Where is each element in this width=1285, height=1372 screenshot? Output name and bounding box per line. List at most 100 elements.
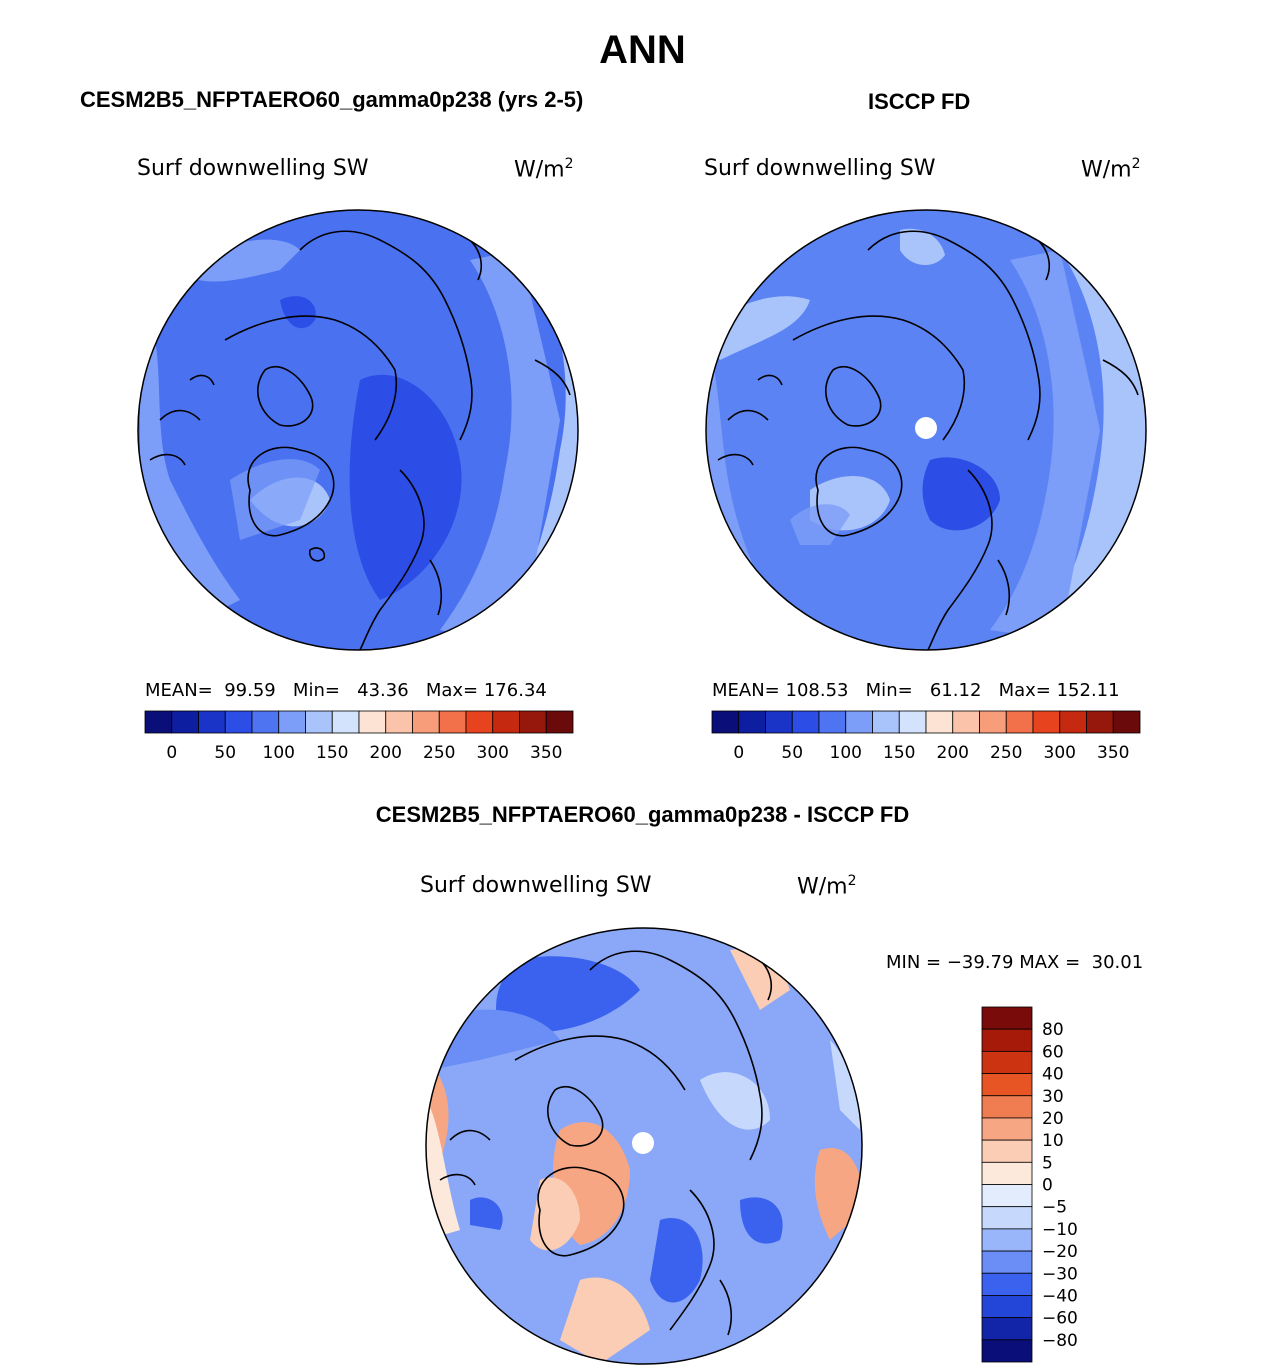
colorbar-swatch <box>738 710 766 734</box>
colorbar-swatch <box>545 710 574 734</box>
colorbar-tick-label: 0 <box>166 743 177 763</box>
colorbar-swatch <box>465 710 494 734</box>
colorbar-swatch <box>981 1206 1033 1230</box>
colorbar-swatch <box>438 710 467 734</box>
colorbar-swatch <box>979 710 1007 734</box>
diff-map-border <box>425 927 863 1365</box>
colorbar-swatch <box>981 1073 1033 1097</box>
colorbar-swatch <box>981 1028 1033 1052</box>
colorbar-tick-label: 150 <box>883 743 915 763</box>
colorbar-swatch <box>305 710 333 734</box>
colorbar-swatch <box>711 710 740 734</box>
colorbar-swatch <box>818 710 847 734</box>
colorbar-tick-label: −40 <box>1042 1286 1078 1306</box>
colorbar-swatch <box>872 710 900 734</box>
model-units-label: W/m2 <box>514 156 574 183</box>
colorbar-tick-label: 80 <box>1042 1020 1064 1040</box>
colorbar-swatch <box>981 1006 1033 1030</box>
colorbar-swatch <box>224 710 253 734</box>
colorbar-swatch <box>981 1317 1033 1341</box>
colorbar-tick-label: 50 <box>781 743 803 763</box>
colorbar-swatch <box>251 710 280 734</box>
colorbar-tick-label: 50 <box>214 743 236 763</box>
colorbar-tick-label: 200 <box>370 743 402 763</box>
colorbar-tick-label: −80 <box>1042 1331 1078 1351</box>
colorbar-swatch <box>144 710 173 734</box>
model-variable-label: Surf downwelling SW <box>137 156 369 181</box>
model-stats: MEAN= 99.59 Min= 43.36 Max= 176.34 <box>145 680 547 701</box>
colorbar-swatch <box>412 710 440 734</box>
colorbar-swatch <box>1086 710 1114 734</box>
colorbar-tick-label: −20 <box>1042 1242 1078 1262</box>
colorbar-tick-label: 250 <box>423 743 455 763</box>
colorbar-swatch <box>898 710 927 734</box>
colorbar-swatch <box>981 1339 1033 1363</box>
colorbar-swatch <box>981 1117 1033 1141</box>
colorbar-tick-label: 5 <box>1042 1153 1053 1173</box>
colorbar-swatch <box>981 1228 1033 1252</box>
model-coastlines <box>149 230 571 650</box>
colorbar-swatch <box>981 1095 1033 1119</box>
diff-stats: MIN = −39.79 MAX = 30.01 <box>886 952 1144 973</box>
colorbar-swatch <box>981 1184 1033 1208</box>
colorbar-swatch <box>981 1272 1033 1296</box>
colorbar-swatch <box>791 710 820 734</box>
colorbar-tick-label: 100 <box>830 743 862 763</box>
colorbar-tick-label: 350 <box>530 743 562 763</box>
colorbar-swatch <box>952 710 980 734</box>
colorbar-swatch <box>171 710 199 734</box>
colorbar-swatch <box>1059 710 1087 734</box>
colorbar-tick-label: 60 <box>1042 1042 1064 1062</box>
colorbar-swatch <box>1112 710 1141 734</box>
colorbar-tick-label: 10 <box>1042 1131 1064 1151</box>
obs-coastlines <box>717 230 1139 650</box>
colorbar-tick-label: 30 <box>1042 1087 1064 1107</box>
colorbar-swatch <box>331 710 360 734</box>
obs-pole-hole <box>915 417 937 439</box>
colorbar-swatch <box>765 710 793 734</box>
obs-stats: MEAN= 108.53 Min= 61.12 Max= 152.11 <box>712 680 1120 701</box>
colorbar-swatch <box>358 710 387 734</box>
obs-panel-title: ISCCP FD <box>868 89 971 114</box>
obs-units-label: W/m2 <box>1081 156 1141 183</box>
model-panel-title: CESM2B5_NFPTAERO60_gamma0p238 (yrs 2-5) <box>80 87 584 112</box>
colorbar-swatch <box>278 710 306 734</box>
colorbar-swatch <box>981 1250 1033 1274</box>
colorbar-tick-label: 300 <box>1044 743 1076 763</box>
obs-variable-label: Surf downwelling SW <box>704 156 936 181</box>
colorbar-swatch <box>981 1050 1033 1074</box>
colorbar-swatch <box>198 710 226 734</box>
colorbar-tick-label: 0 <box>733 743 744 763</box>
figure-title: ANN <box>599 28 686 72</box>
obs-map-border <box>705 209 1147 651</box>
colorbar-swatch <box>981 1161 1033 1185</box>
obs-colorbar: 0 50 100 150 200 250 300 350 <box>711 710 1141 763</box>
diff-variable-label: Surf downwelling SW <box>420 873 652 898</box>
colorbar-swatch <box>981 1139 1033 1163</box>
colorbar-tick-label: 20 <box>1042 1109 1064 1129</box>
model-colorbar: 0 50 100 150 200 250 300 350 <box>144 710 574 763</box>
colorbar-tick-label: 350 <box>1097 743 1129 763</box>
colorbar-tick-label: 40 <box>1042 1065 1064 1085</box>
diff-pole-hole <box>632 1132 654 1154</box>
colorbar-tick-label: 200 <box>937 743 969 763</box>
colorbar-tick-label: −60 <box>1042 1309 1078 1329</box>
colorbar-swatch <box>1032 710 1061 734</box>
colorbar-swatch <box>981 1295 1033 1319</box>
diff-panel-title: CESM2B5_NFPTAERO60_gamma0p238 - ISCCP FD <box>375 802 910 827</box>
diff-units-label: W/m2 <box>797 873 857 900</box>
model-map <box>138 210 578 650</box>
colorbar-swatch <box>385 710 413 734</box>
colorbar-swatch <box>492 710 520 734</box>
colorbar-tick-label: 250 <box>990 743 1022 763</box>
colorbar-tick-label: −5 <box>1042 1198 1067 1218</box>
colorbar-tick-label: 0 <box>1042 1176 1053 1196</box>
colorbar-tick-label: 100 <box>263 743 295 763</box>
colorbar-tick-label: −10 <box>1042 1220 1078 1240</box>
colorbar-swatch <box>925 710 954 734</box>
colorbar-tick-label: −30 <box>1042 1264 1078 1284</box>
colorbar-tick-label: 150 <box>316 743 348 763</box>
colorbar-tick-label: 300 <box>477 743 509 763</box>
